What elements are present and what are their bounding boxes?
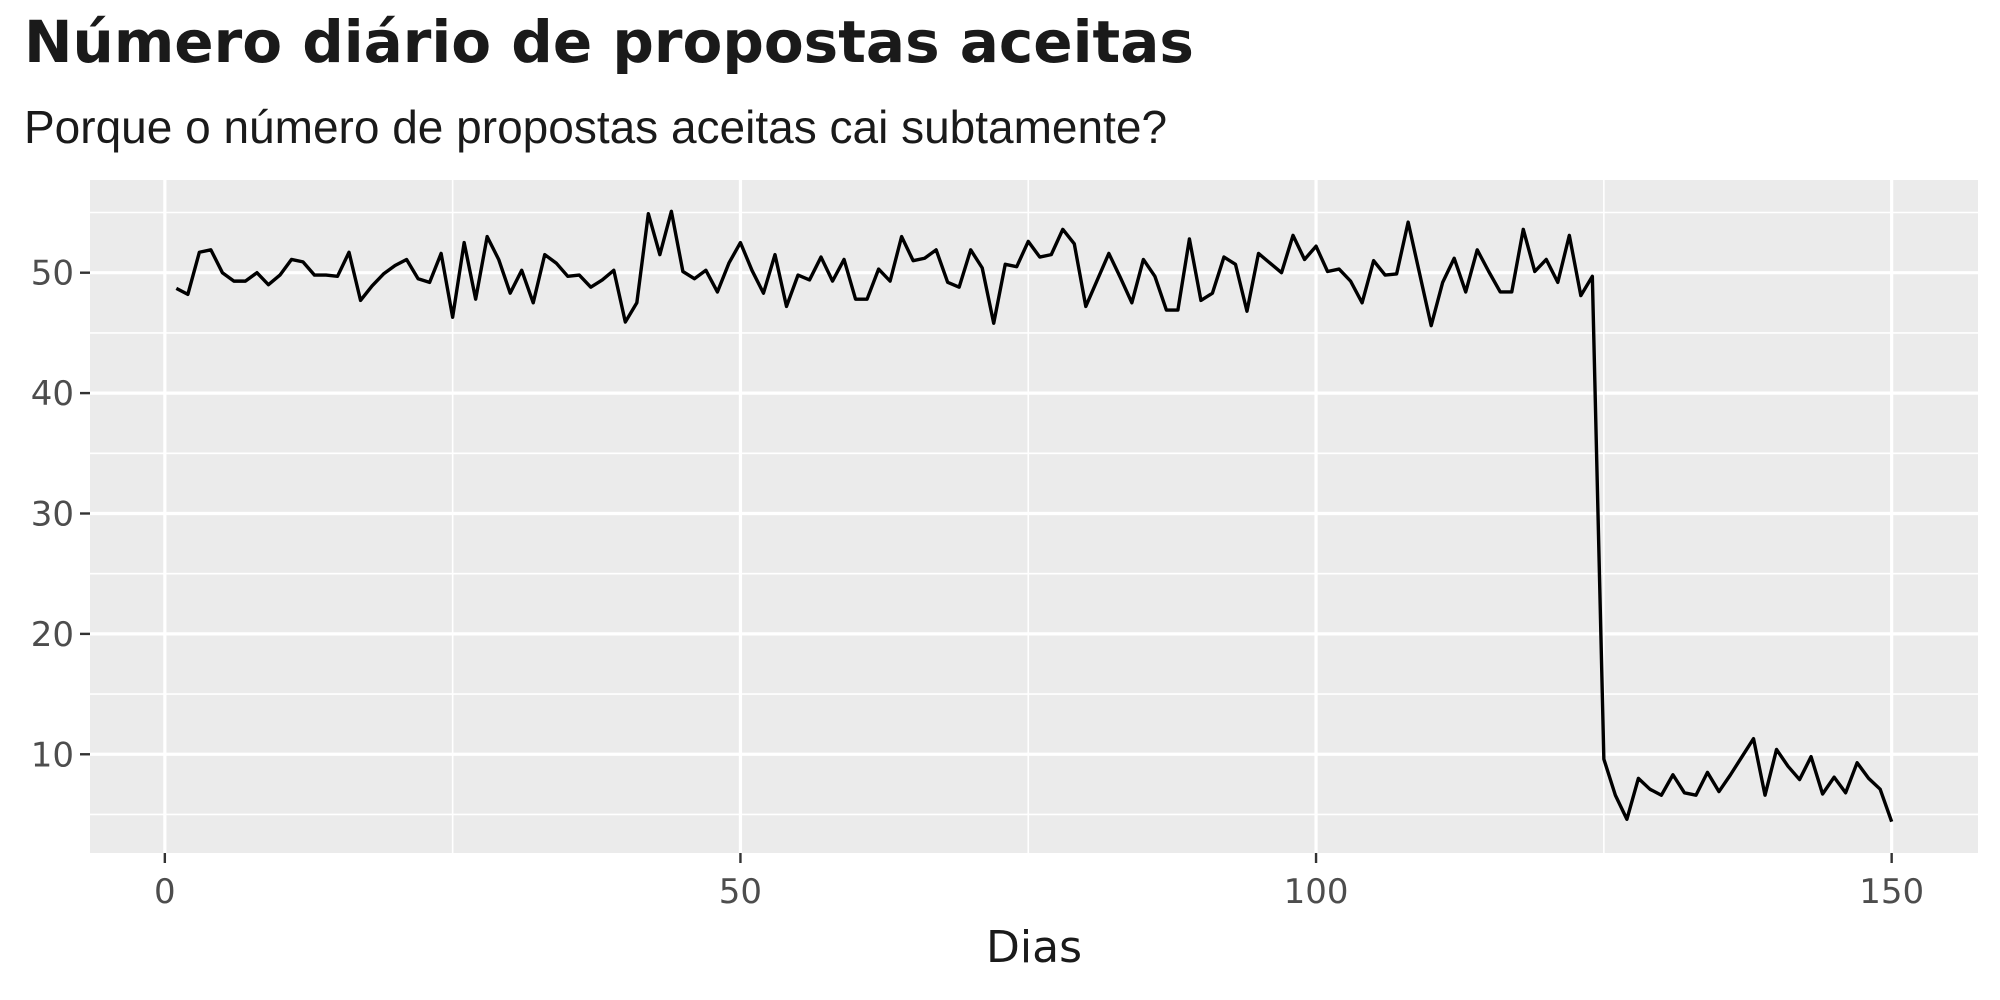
y-axis: 10 20 30 40 50 — [31, 254, 90, 775]
minor-gridlines — [90, 180, 1978, 853]
major-gridlines — [90, 180, 1978, 853]
y-tick-label: 20 — [31, 615, 74, 655]
y-tick-label: 30 — [31, 494, 74, 534]
x-axis-title: Dias — [986, 922, 1082, 973]
chart-title: Número diário de propostas aceitas — [24, 8, 1194, 76]
x-tick-label: 50 — [719, 872, 762, 912]
series-line — [175, 209, 1894, 823]
chart-subtitle: Porque o número de propostas aceitas cai… — [24, 101, 1168, 153]
x-tick-label: 0 — [154, 872, 176, 912]
y-tick-label: 10 — [31, 735, 74, 775]
x-tick-label: 150 — [1859, 872, 1924, 912]
series-layer — [175, 209, 1894, 823]
y-tick-label: 40 — [31, 374, 74, 414]
y-tick-label: 50 — [31, 254, 74, 294]
x-tick-label: 100 — [1284, 872, 1349, 912]
x-axis: 0 50 100 150 — [154, 853, 1924, 912]
plot-panel — [90, 180, 1978, 853]
